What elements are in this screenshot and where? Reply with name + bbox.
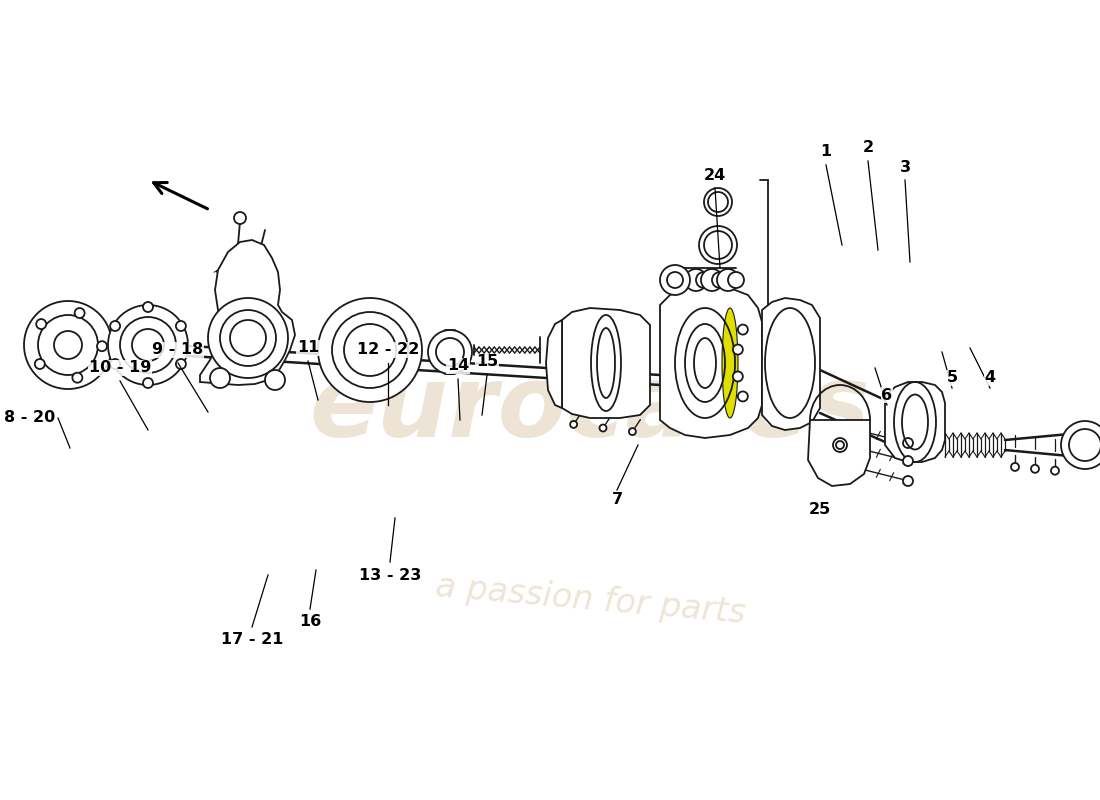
Text: 4: 4 [984,370,996,386]
Circle shape [680,272,696,288]
Circle shape [1011,463,1019,471]
Circle shape [629,428,636,435]
Circle shape [176,321,186,331]
Circle shape [717,269,739,291]
Circle shape [35,359,45,369]
Circle shape [728,272,744,288]
Circle shape [738,391,748,402]
Circle shape [39,315,98,375]
Circle shape [108,305,188,385]
Text: 2: 2 [862,141,873,155]
Circle shape [344,324,396,376]
Circle shape [234,212,246,224]
Circle shape [712,272,728,288]
Polygon shape [886,382,945,462]
Polygon shape [562,308,650,418]
Text: 15: 15 [476,354,498,370]
Text: eurocares: eurocares [309,362,870,458]
Ellipse shape [722,308,738,418]
Circle shape [701,269,723,291]
Polygon shape [808,420,870,486]
Circle shape [36,319,46,329]
Ellipse shape [698,226,737,264]
Text: 14: 14 [447,358,469,374]
Text: 3: 3 [900,159,911,174]
Circle shape [132,329,164,361]
Circle shape [1069,429,1100,461]
Polygon shape [762,298,820,430]
Circle shape [24,301,112,389]
Circle shape [230,320,266,356]
Circle shape [903,456,913,466]
Circle shape [738,325,748,334]
Circle shape [667,272,683,288]
Circle shape [318,298,422,402]
Ellipse shape [708,192,728,212]
Circle shape [685,269,707,291]
Circle shape [669,269,691,291]
Circle shape [660,265,690,295]
Polygon shape [546,320,562,408]
Circle shape [428,330,472,374]
Circle shape [733,345,742,354]
Circle shape [733,371,742,382]
Polygon shape [660,286,762,438]
Ellipse shape [597,328,615,398]
Polygon shape [200,240,295,385]
Text: 9 - 18: 9 - 18 [153,342,204,358]
Circle shape [332,312,408,388]
Text: 8 - 20: 8 - 20 [4,410,56,426]
Circle shape [110,321,120,331]
Circle shape [1062,421,1100,469]
Text: a passion for parts: a passion for parts [433,570,747,630]
Text: 7: 7 [612,493,623,507]
Circle shape [120,317,176,373]
Circle shape [1050,466,1059,474]
Circle shape [220,310,276,366]
Circle shape [833,438,847,452]
Circle shape [1031,465,1040,473]
Circle shape [600,425,606,431]
Text: 5: 5 [946,370,958,386]
Circle shape [75,308,85,318]
Circle shape [570,421,578,428]
Text: 10 - 19: 10 - 19 [89,361,151,375]
Circle shape [110,359,120,369]
Circle shape [265,370,285,390]
Text: 17 - 21: 17 - 21 [221,633,283,647]
Circle shape [903,438,913,448]
Circle shape [143,378,153,388]
Circle shape [210,368,230,388]
Text: 13 - 23: 13 - 23 [359,567,421,582]
Text: 16: 16 [299,614,321,630]
Circle shape [73,373,82,382]
Text: 1: 1 [821,145,832,159]
Circle shape [208,298,288,378]
Text: 11: 11 [297,341,319,355]
Circle shape [696,272,712,288]
Circle shape [97,341,107,351]
Ellipse shape [591,315,622,411]
Text: 12 - 22: 12 - 22 [356,342,419,358]
Text: 25: 25 [808,502,832,518]
Circle shape [836,441,844,449]
Circle shape [176,359,186,369]
Text: 24: 24 [704,167,726,182]
Ellipse shape [704,188,732,216]
Text: 6: 6 [881,387,892,402]
Circle shape [903,476,913,486]
Circle shape [143,302,153,312]
Ellipse shape [704,231,732,259]
Circle shape [54,331,82,359]
Circle shape [436,338,464,366]
